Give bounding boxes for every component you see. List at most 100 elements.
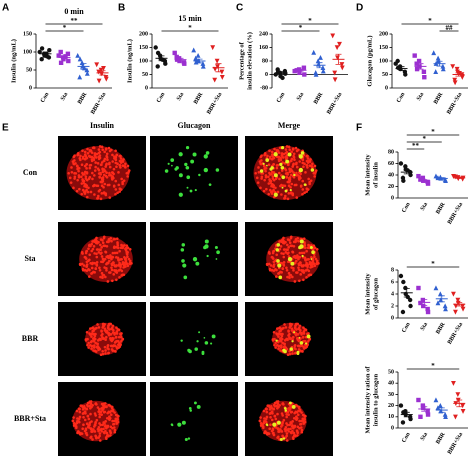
column-label: Glucagon (178, 121, 211, 130)
data-point (332, 70, 338, 76)
glucagon-signal (211, 334, 216, 339)
data-point (84, 70, 90, 76)
insulin-signal (92, 339, 96, 342)
insulin-signal (115, 237, 119, 241)
insulin-signal (75, 409, 79, 413)
insulin-signal (300, 419, 303, 423)
insulin-signal (100, 145, 104, 149)
insulin-signal (93, 174, 96, 177)
insulin-signal (281, 434, 284, 438)
insulin-signal (283, 342, 286, 346)
glucagon-signal (276, 259, 280, 263)
insulin-signal (100, 246, 103, 249)
insulin-signal (81, 188, 85, 192)
insulin-signal (280, 423, 284, 427)
data-point (421, 405, 426, 411)
insulin-signal (300, 263, 303, 267)
glucagon-signal (299, 239, 304, 244)
insulin-signal (271, 190, 274, 193)
significance-label: * (431, 260, 435, 268)
insulin-signal (114, 350, 117, 353)
insulin-signal (88, 166, 92, 170)
insulin-signal (106, 280, 110, 283)
insulin-signal (100, 184, 104, 187)
insulin-signal (292, 431, 296, 435)
error-bar (403, 288, 410, 298)
insulin-signal (272, 178, 276, 182)
insulin-signal (298, 251, 302, 255)
glucagon-signal (280, 165, 285, 170)
insulin-signal (103, 157, 107, 161)
insulin-signal (81, 267, 85, 271)
chart-title: 15 min (178, 14, 202, 23)
insulin-signal (99, 197, 103, 201)
x-tick-label: Con (396, 91, 407, 104)
y-tick-label: 100 (139, 58, 148, 64)
insulin-signal (71, 160, 75, 163)
glucagon-signal (265, 158, 270, 163)
insulin-signal (98, 156, 102, 160)
data-point (47, 48, 52, 53)
insulin-signal (312, 262, 316, 266)
insulin-signal (285, 422, 288, 425)
row-label: Con (23, 168, 38, 177)
glucagon-signal (210, 342, 213, 345)
data-point (191, 47, 197, 53)
insulin-signal (272, 263, 276, 266)
insulin-signal (100, 255, 104, 258)
error-bar (316, 62, 323, 69)
glucagon-signal (298, 337, 301, 339)
chart: D 0 50 100 150 200 Glucagon (pg/mL) Con Sta BBR BB… (356, 3, 468, 116)
y-tick-label: 100 (379, 58, 388, 64)
insulin-signal (85, 260, 89, 264)
insulin-signal (104, 352, 107, 355)
insulin-signal (114, 335, 118, 339)
y-tick-label: 40 (388, 172, 394, 178)
insulin-signal (298, 175, 301, 178)
y-tick-label: 150 (379, 45, 388, 51)
glucagon-signal (178, 192, 183, 197)
y-tick-label: 0 (29, 85, 32, 91)
insulin-signal (112, 273, 116, 276)
data-point (408, 416, 413, 422)
insulin-signal (101, 423, 105, 427)
glucagon-signal (164, 169, 169, 173)
glucagon-signal (259, 169, 264, 173)
insulin-signal (279, 156, 283, 160)
x-tick-label: Sta (420, 432, 429, 442)
significance-label: ** (71, 17, 79, 25)
insulin-signal (96, 427, 100, 431)
data-point (334, 45, 340, 51)
insulin-signal (260, 154, 263, 157)
data-point (58, 60, 64, 65)
insulin-signal (110, 268, 114, 272)
insulin-signal (95, 241, 98, 245)
insulin-signal (121, 246, 124, 250)
data-point (182, 61, 187, 66)
insulin-signal (112, 167, 116, 171)
insulin-signal (80, 404, 84, 407)
data-point (418, 414, 423, 419)
insulin-signal (92, 336, 96, 340)
insulin-signal (288, 423, 292, 427)
glucagon-signal (215, 168, 220, 172)
glucagon-signal (277, 263, 282, 268)
glucagon-signal (281, 186, 284, 189)
insulin-signal (115, 278, 118, 282)
insulin-signal (294, 347, 297, 351)
y-axis-label: of glucagon (372, 278, 379, 310)
insulin-signal (113, 251, 117, 255)
insulin-signal (113, 419, 116, 423)
insulin-signal (96, 162, 100, 165)
x-tick-label: BBR+Sta (447, 432, 464, 456)
insulin-signal (296, 256, 300, 259)
insulin-signal (269, 423, 272, 427)
data-point (84, 67, 90, 73)
insulin-signal (291, 352, 294, 355)
insulin-signal (108, 417, 112, 420)
insulin-signal (282, 236, 285, 240)
insulin-signal (113, 430, 117, 434)
insulin-signal (90, 430, 93, 433)
insulin-signal (110, 263, 114, 267)
glucagon-signal (299, 341, 304, 345)
